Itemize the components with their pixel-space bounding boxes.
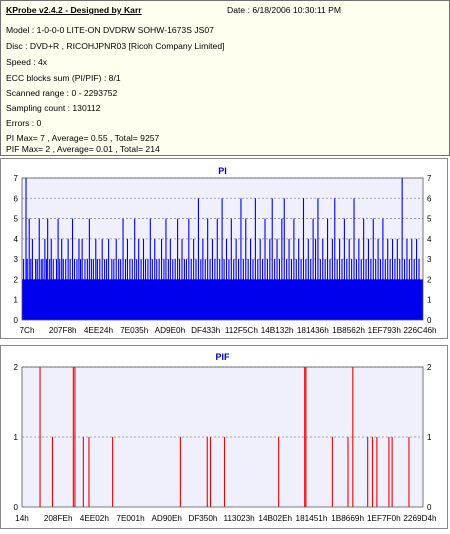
disc-info-panel: KProbe v2.4.2 - Designed by Karr Date : … — [0, 0, 450, 156]
x-tick-label: AD9E0h — [155, 326, 186, 335]
x-tick-label: 181451h — [296, 514, 328, 523]
y-tick-label-right: 0 — [427, 316, 432, 325]
y-tick-label-right: 6 — [427, 194, 432, 203]
info-speed: Speed : 4x — [6, 57, 48, 67]
x-tick-label: 7Ch — [19, 326, 34, 335]
y-tick-label-left: 1 — [14, 433, 19, 442]
x-tick-label: 7E001h — [116, 514, 145, 523]
y-tick-label-right: 2 — [427, 363, 432, 372]
y-tick-label-left: 0 — [14, 316, 19, 325]
x-tick-label: DF433h — [191, 326, 221, 335]
x-tick-label: 1EF7F0h — [367, 514, 401, 523]
info-range: Scanned range : 0 - 2293752 — [6, 88, 118, 98]
x-tick-label: 14h — [15, 514, 29, 523]
y-tick-label-right: 7 — [427, 174, 432, 183]
x-tick-label: 1EF793h — [368, 326, 402, 335]
app-title: KProbe v2.4.2 - Designed by Karr — [6, 5, 142, 15]
info-pif-stats: PIF Max= 2 , Average= 0.01 , Total= 214 — [6, 144, 160, 154]
chart-title: PI — [218, 166, 227, 176]
x-tick-label: AD90Eh — [151, 514, 182, 523]
x-tick-label: 2269D4h — [403, 514, 437, 523]
info-disc: Disc : DVD+R , RICOHJPNR03 [Ricoh Compan… — [6, 41, 225, 51]
x-tick-label: 208FEh — [44, 514, 73, 523]
chart-title: PIF — [215, 352, 230, 362]
pi-chart-panel: PI 0 0 1 1 2 2 3 3 4 4 5 5 6 6 7 7 7Ch 207F8h 4EE24h 7E035h A… — [0, 158, 450, 339]
pi-chart: PI 0 0 1 1 2 2 3 3 4 4 5 5 6 6 7 7 7Ch 207F8h 4EE24h 7E035h A… — [14, 166, 438, 335]
info-errors: Errors : 0 — [6, 118, 42, 128]
y-tick-label-right: 0 — [427, 503, 432, 512]
info-model: Model : 1-0-0-0 LITE-ON DVDRW SOHW-1673S… — [6, 25, 214, 35]
y-tick-label-left: 5 — [14, 215, 19, 224]
x-tick-label: 4EE02h — [80, 514, 110, 523]
pif-chart: PIF 0 0 1 1 2 2 14h 208FEh 4EE02h 7E001h AD90Eh DF35… — [14, 352, 438, 523]
plot-frame — [21, 177, 424, 321]
plot-frame — [21, 366, 424, 508]
x-tick-label: 14B02Eh — [258, 514, 292, 523]
y-tick-label-right: 2 — [427, 275, 432, 284]
x-tick-label: 207F8h — [49, 326, 77, 335]
x-tick-label: 7E035h — [120, 326, 149, 335]
y-tick-label-left: 0 — [14, 503, 19, 512]
y-tick-label-left: 3 — [14, 255, 19, 264]
y-tick-label-right: 5 — [427, 215, 432, 224]
y-tick-label-right: 1 — [427, 296, 432, 305]
pif-chart-panel: PIF 0 0 1 1 2 2 14h 208FEh 4EE02h 7E001h AD90Eh DF35… — [0, 345, 450, 529]
y-tick-label-left: 4 — [14, 235, 19, 244]
x-tick-label: DF350h — [188, 514, 218, 523]
x-tick-label: 1B8669h — [331, 514, 364, 523]
info-ecc: ECC blocks sum (PI/PIF) : 8/1 — [6, 73, 121, 83]
y-tick-label-right: 4 — [427, 235, 432, 244]
y-tick-label-left: 7 — [14, 174, 19, 183]
y-tick-label-left: 6 — [14, 194, 19, 203]
info-sampling: Sampling count : 130112 — [6, 103, 101, 113]
x-tick-label: 113023h — [223, 514, 255, 523]
y-tick-label-left: 2 — [14, 275, 19, 284]
info-pi-stats: PI Max= 7 , Average= 0.55 , Total= 9257 — [6, 133, 160, 143]
y-tick-label-right: 3 — [427, 255, 432, 264]
x-tick-label: 112F5Ch — [225, 326, 259, 335]
x-tick-label: 181436h — [297, 326, 329, 335]
x-tick-label: 4EE24h — [84, 326, 114, 335]
y-tick-label-left: 2 — [14, 363, 19, 372]
x-tick-label: 14B132h — [261, 326, 294, 335]
y-tick-label-left: 1 — [14, 296, 19, 305]
x-tick-label: 226C46h — [403, 326, 437, 335]
y-tick-label-right: 1 — [427, 433, 432, 442]
scan-date: Date : 6/18/2006 10:30:11 PM — [227, 5, 342, 15]
x-tick-label: 1B8562h — [332, 326, 365, 335]
